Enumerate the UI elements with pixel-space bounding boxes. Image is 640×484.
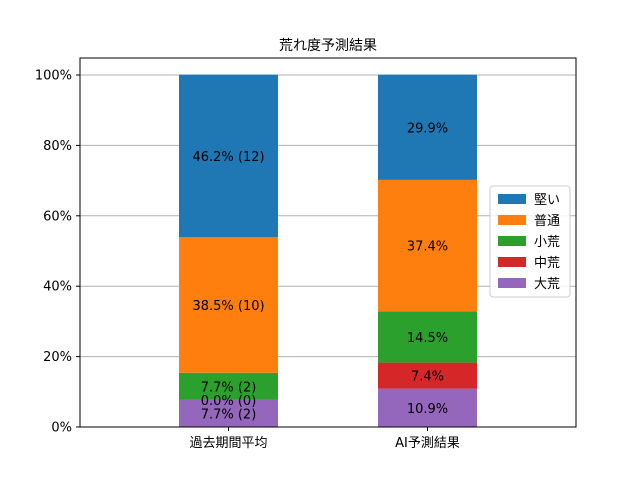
bar-segment	[179, 372, 278, 400]
bar-segment	[378, 388, 477, 427]
data-label: 38.5% (10)	[192, 299, 264, 314]
bar-segment	[179, 399, 278, 427]
y-tick-label: 100%	[35, 69, 72, 84]
y-tick-label: 20%	[43, 350, 72, 365]
data-label: 29.9%	[407, 121, 448, 136]
chart-title: 荒れ度予測結果	[279, 38, 377, 54]
data-label: 10.9%	[407, 402, 448, 417]
legend-swatch	[498, 236, 526, 246]
y-tick-label: 0%	[51, 421, 72, 436]
data-label: 0.0% (0)	[201, 394, 257, 409]
data-label: 7.4%	[411, 370, 444, 385]
legend-swatch	[498, 257, 526, 267]
bar-segment	[378, 362, 477, 389]
y-tick-label: 80%	[43, 139, 72, 154]
plot-frame	[79, 57, 577, 428]
data-label: 37.4%	[407, 240, 448, 255]
x-tick-label: AI予測結果	[395, 436, 460, 451]
y-tick-label: 60%	[43, 209, 72, 224]
bar-segment	[378, 179, 477, 312]
legend-swatch	[498, 278, 526, 288]
data-label: 7.7% (2)	[201, 380, 257, 395]
legend-swatch	[498, 194, 526, 204]
data-label: 7.7% (2)	[201, 407, 257, 422]
data-label: 14.5%	[407, 331, 448, 346]
bar-segment	[378, 74, 477, 180]
bar-segment	[378, 311, 477, 363]
bar-segment	[179, 74, 278, 238]
data-label: 46.2% (12)	[192, 150, 264, 165]
legend-label: 中荒	[534, 256, 560, 271]
x-tick-label: 過去期間平均	[189, 436, 267, 451]
y-tick-label: 40%	[43, 280, 72, 295]
legend-label: 大荒	[534, 277, 560, 292]
legend-swatch	[498, 215, 526, 225]
legend-label: 堅い	[534, 193, 560, 208]
legend-label: 普通	[534, 214, 560, 229]
legend-box	[489, 185, 571, 298]
bar-segment	[179, 237, 278, 373]
legend-label: 小荒	[534, 235, 560, 250]
